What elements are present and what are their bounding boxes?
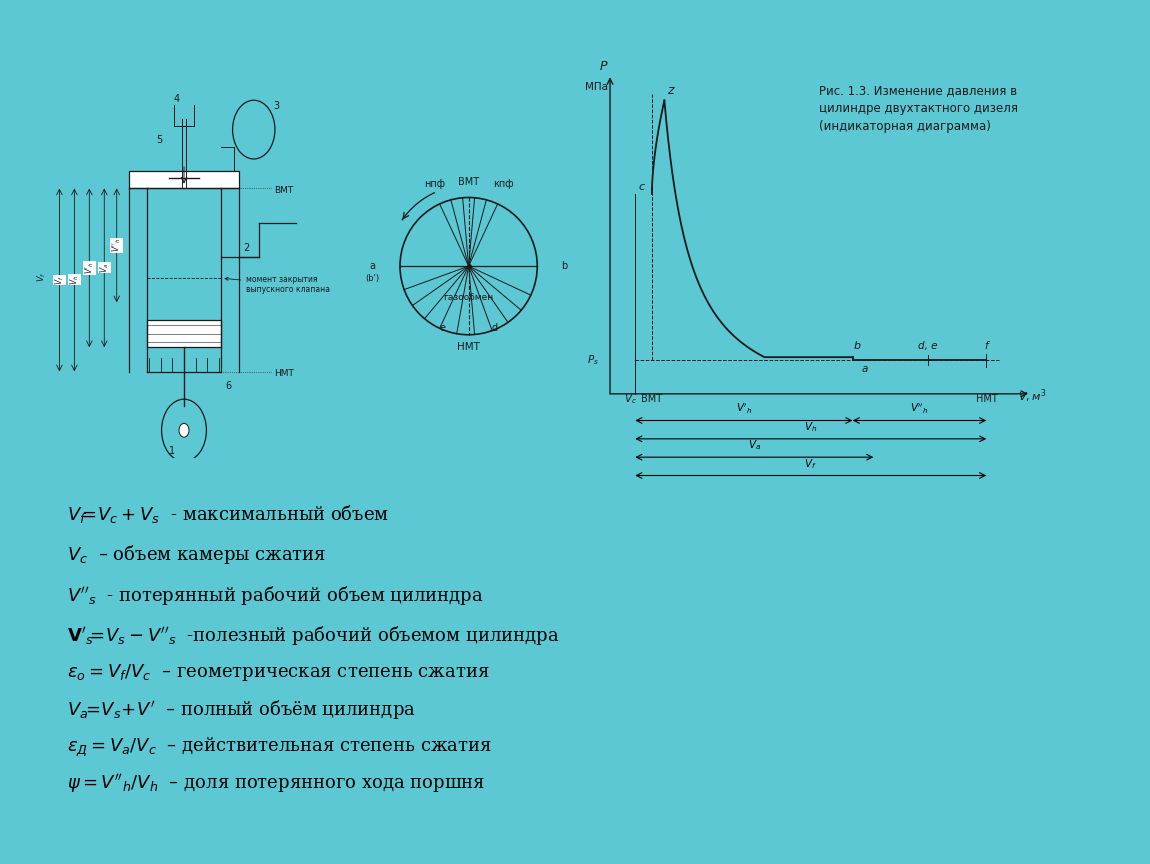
Text: $\mathbf{V}'_s\!\!=\!V_s - V''_s$  -полезный рабочий объемом цилиндра: $\mathbf{V}'_s\!\!=\!V_s - V''_s$ -полез… xyxy=(67,624,559,647)
Text: $V_f$: $V_f$ xyxy=(805,457,816,471)
Bar xyxy=(129,171,239,188)
Text: НМТ: НМТ xyxy=(975,394,997,404)
Text: $V_f$: $V_f$ xyxy=(36,271,48,282)
Text: ВМТ: ВМТ xyxy=(458,177,480,187)
Text: момент закрытия
выпускного клапана: момент закрытия выпускного клапана xyxy=(225,275,330,294)
Text: газообмен: газообмен xyxy=(444,294,493,302)
Text: $V_a$: $V_a$ xyxy=(748,438,761,452)
Text: НМТ: НМТ xyxy=(274,369,293,378)
Text: c: c xyxy=(638,182,644,193)
Text: 3: 3 xyxy=(274,101,279,111)
Text: b: b xyxy=(561,261,568,271)
Text: кпф: кпф xyxy=(492,179,513,189)
Bar xyxy=(147,320,222,347)
Text: (b'): (b') xyxy=(366,274,380,283)
Circle shape xyxy=(179,423,189,437)
Text: $V'_h$: $V'_h$ xyxy=(83,262,95,274)
Text: $V''_s$  - потерянный рабочий объем цилиндра: $V''_s$ - потерянный рабочий объем цилин… xyxy=(67,583,484,607)
Text: d: d xyxy=(492,323,498,334)
Text: f: f xyxy=(984,340,988,351)
Text: 4: 4 xyxy=(174,94,179,104)
Text: ВМТ: ВМТ xyxy=(642,394,662,404)
Text: $P_s$: $P_s$ xyxy=(588,353,599,367)
Text: a: a xyxy=(862,364,868,374)
Text: $V_f$: $V_f$ xyxy=(53,275,66,285)
Text: $V_c$: $V_c$ xyxy=(624,392,637,406)
Text: $V_a\!\!=\!V_s\!+\!V'$  – полный объём цилиндра: $V_a\!\!=\!V_s\!+\!V'$ – полный объём ци… xyxy=(67,698,415,721)
Text: НМТ: НМТ xyxy=(458,342,480,352)
Text: Рис. 1.3. Изменение давления в
цилиндре двухтактного дизеля
(индикаторная диагра: Рис. 1.3. Изменение давления в цилиндре … xyxy=(819,84,1018,133)
Text: $V_f\!\!=\!V_c + V_s$  - максимальный объем: $V_f\!\!=\!V_c + V_s$ - максимальный объ… xyxy=(67,503,389,525)
Text: $V''_h$: $V''_h$ xyxy=(110,238,123,252)
Text: 2: 2 xyxy=(243,243,250,252)
Text: b: b xyxy=(853,340,860,351)
Text: $V'_h$: $V'_h$ xyxy=(736,401,752,416)
Text: 6: 6 xyxy=(225,381,232,391)
Text: $\varepsilon_o = V_f/V_c$  – геометрическая степень сжатия: $\varepsilon_o = V_f/V_c$ – геометрическ… xyxy=(67,662,490,683)
Text: $V_h$: $V_h$ xyxy=(68,275,80,285)
Text: ВМТ: ВМТ xyxy=(274,186,293,194)
Text: нпф: нпф xyxy=(423,179,445,189)
Text: $V, м^3$: $V, м^3$ xyxy=(1018,387,1046,405)
Text: $\varepsilon_Д = V_a/V_c$  – действительная степень сжатия: $\varepsilon_Д = V_a/V_c$ – действительн… xyxy=(67,735,492,758)
Text: $\psi = V''_h / V_h$  – доля потерянного хода поршня: $\psi = V''_h / V_h$ – доля потерянного … xyxy=(67,772,485,795)
Text: $V_c$  – объем камеры сжатия: $V_c$ – объем камеры сжатия xyxy=(67,543,327,566)
Text: e: e xyxy=(439,323,445,334)
Text: P: P xyxy=(600,60,607,73)
Text: $V''_h$: $V''_h$ xyxy=(911,401,929,416)
Text: a: a xyxy=(369,261,376,271)
Text: МПa: МПa xyxy=(585,82,608,92)
Text: z: z xyxy=(667,84,674,97)
Text: $V_a$: $V_a$ xyxy=(98,263,110,273)
Text: 5: 5 xyxy=(156,136,162,145)
Text: 1: 1 xyxy=(169,447,175,456)
Text: $V_h$: $V_h$ xyxy=(804,420,818,434)
Text: d, e: d, e xyxy=(918,340,937,351)
